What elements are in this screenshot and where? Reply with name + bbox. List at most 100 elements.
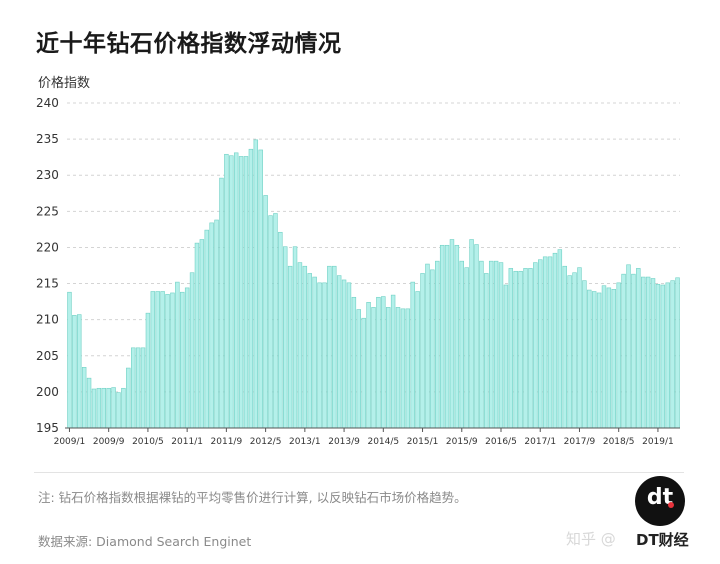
y-tick-label: 195	[36, 421, 59, 435]
x-tick-label: 2009/9	[93, 437, 125, 447]
x-tick-label: 2015/1	[407, 437, 439, 447]
bar	[376, 296, 381, 429]
data-source: 数据来源: Diamond Search Enginet	[38, 534, 252, 549]
bar	[542, 256, 548, 429]
bar	[395, 307, 401, 429]
bar	[631, 273, 636, 429]
x-tick-label: 2011/1	[171, 437, 203, 447]
bar	[390, 294, 396, 429]
x-tick-label: 2014/5	[367, 437, 399, 447]
bar	[292, 246, 298, 429]
bar	[449, 239, 455, 429]
zhihu-watermark: 知乎 @	[566, 530, 616, 548]
y-tick-label: 230	[36, 168, 59, 182]
bar	[184, 287, 190, 429]
bar	[538, 259, 543, 429]
bar	[567, 275, 572, 429]
bar	[81, 367, 87, 429]
bar	[665, 282, 670, 429]
bar	[268, 215, 273, 429]
y-axis-label: 价格指数	[38, 76, 91, 91]
bar	[484, 273, 489, 429]
bar	[557, 249, 563, 429]
x-tick-label: 2017/9	[564, 437, 596, 447]
bar	[547, 256, 553, 429]
bar	[371, 307, 376, 429]
bar	[67, 291, 72, 429]
bar	[91, 388, 97, 429]
bar	[229, 155, 234, 429]
bar	[170, 292, 175, 429]
bar	[464, 267, 469, 429]
bar	[616, 282, 621, 429]
bar	[621, 273, 626, 429]
x-tick-label: 2013/9	[328, 437, 360, 447]
bar	[650, 278, 656, 429]
bar	[317, 282, 322, 429]
bar	[420, 273, 425, 429]
bar	[454, 244, 460, 429]
bar	[155, 291, 160, 429]
x-tick-label: 2017/1	[524, 437, 556, 447]
bar	[145, 312, 151, 429]
bar	[101, 387, 106, 429]
bar	[577, 267, 582, 429]
bar	[243, 156, 249, 429]
bar	[96, 387, 102, 429]
bar	[341, 279, 347, 429]
bar	[278, 231, 283, 429]
bar	[503, 284, 509, 429]
bar	[405, 308, 411, 429]
bar	[77, 314, 82, 429]
x-tick-label: 2013/1	[289, 437, 321, 447]
y-tick-label: 210	[36, 313, 59, 327]
bar	[287, 265, 293, 429]
bar	[111, 387, 116, 429]
y-tick-label: 205	[36, 349, 59, 363]
bar	[474, 244, 479, 429]
bar	[488, 260, 494, 429]
bar	[435, 260, 440, 429]
y-tick-label: 235	[36, 132, 59, 146]
bar	[248, 148, 254, 429]
bar	[135, 347, 141, 429]
bar	[469, 239, 474, 429]
y-tick-label: 240	[36, 96, 59, 110]
bar	[356, 309, 362, 429]
bar	[219, 177, 224, 429]
bar	[675, 277, 680, 429]
bar	[518, 270, 523, 429]
bar	[130, 347, 136, 429]
chart-title: 近十年钻石价格指数浮动情况	[36, 31, 342, 57]
bar	[366, 302, 371, 429]
x-tick-label: 2010/5	[132, 437, 164, 447]
divider	[34, 472, 684, 473]
bar	[332, 265, 337, 429]
bar	[670, 280, 675, 429]
bar	[214, 219, 219, 429]
bar	[513, 270, 518, 429]
bar	[140, 347, 146, 429]
bar	[336, 275, 342, 429]
bar	[160, 291, 165, 429]
bar	[611, 289, 617, 429]
bar	[587, 289, 592, 429]
dt-logo-text: dt	[646, 485, 674, 510]
bar	[189, 272, 195, 429]
bar	[72, 315, 77, 429]
bar	[533, 262, 538, 429]
bar	[297, 262, 303, 429]
bar	[351, 296, 357, 429]
x-tick-label: 2016/5	[485, 437, 517, 447]
x-tick-label: 2012/5	[250, 437, 282, 447]
bar	[660, 284, 666, 429]
bar	[233, 152, 239, 429]
bar	[400, 308, 406, 429]
bar	[641, 276, 646, 429]
bar	[385, 307, 391, 429]
bar	[498, 262, 504, 429]
bar	[273, 213, 278, 429]
brand-name: DT财经	[636, 531, 689, 549]
bar	[116, 392, 121, 429]
bar	[312, 276, 317, 429]
